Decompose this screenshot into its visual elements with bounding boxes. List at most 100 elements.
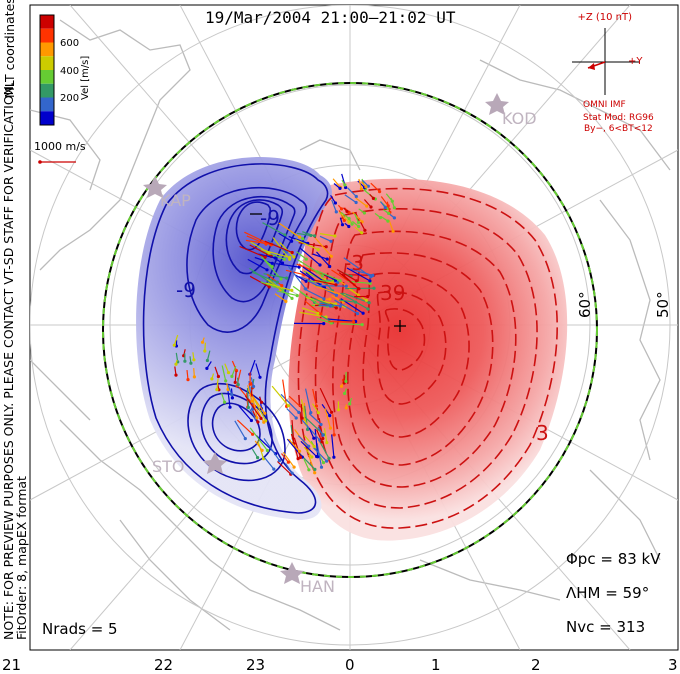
velocity-vector bbox=[216, 378, 219, 390]
station-label-group: KOD KAP STO HAN bbox=[152, 109, 537, 596]
velocity-vector bbox=[280, 393, 300, 413]
velocity-vector-origin bbox=[347, 217, 351, 221]
velocity-vector bbox=[247, 385, 253, 402]
velocity-vector-origin bbox=[272, 467, 276, 471]
velocity-vector-origin bbox=[203, 349, 207, 353]
velocity-vector-origin bbox=[290, 471, 294, 475]
velocity-vector-origin bbox=[263, 411, 267, 415]
velocity-vector-origin bbox=[321, 436, 325, 441]
velocity-vector bbox=[234, 371, 237, 383]
velocity-vectors bbox=[172, 173, 396, 476]
velocity-vector-origin bbox=[172, 343, 176, 347]
velocity-vector-origin bbox=[319, 465, 324, 469]
velocity-vector bbox=[319, 387, 333, 413]
velocity-vector-origin bbox=[290, 296, 294, 300]
velocity-vector bbox=[266, 273, 283, 287]
velocity-vector bbox=[285, 463, 293, 474]
velocity-vector bbox=[340, 211, 350, 220]
velocity-vector-origin bbox=[298, 449, 302, 453]
velocity-vector bbox=[231, 360, 238, 371]
velocity-vector bbox=[249, 408, 257, 419]
velocity-vector bbox=[301, 419, 321, 441]
velocity-vector bbox=[338, 211, 350, 223]
velocity-vector-origin bbox=[230, 374, 234, 378]
velocity-vector-origin bbox=[262, 420, 266, 424]
velocity-vector-origin bbox=[298, 235, 302, 239]
velocity-vector-origin bbox=[304, 279, 308, 283]
stat-model-label: Stat Mod: RG96 bbox=[583, 113, 654, 123]
velocity-vector bbox=[311, 403, 320, 414]
velocity-vector bbox=[254, 440, 263, 451]
velocity-vector bbox=[340, 323, 363, 326]
velocity-vector-origin bbox=[363, 228, 367, 232]
velocity-vector-origin bbox=[255, 416, 259, 420]
velocity-vector-origin bbox=[270, 261, 274, 265]
velocity-vector-origin bbox=[263, 255, 267, 259]
stat-phi-pc-label: Φpc bbox=[566, 550, 596, 568]
velocity-vector-origin bbox=[286, 460, 290, 464]
velocity-vector-origin bbox=[316, 311, 320, 315]
velocity-vector-origin bbox=[192, 375, 196, 379]
velocity-vector-origin bbox=[283, 233, 287, 237]
velocity-vector-origin bbox=[392, 216, 396, 220]
velocity-vector bbox=[249, 267, 275, 287]
velocity-vector-origin bbox=[273, 256, 277, 260]
velocity-vector-origin bbox=[368, 281, 372, 285]
velocity-vector-origin bbox=[343, 183, 347, 187]
velocity-vector-origin bbox=[329, 239, 333, 243]
velocity-vector-origin bbox=[328, 264, 332, 269]
velocity-vector bbox=[331, 434, 335, 458]
velocity-vector bbox=[278, 232, 292, 242]
velocity-vector-origin bbox=[294, 416, 298, 420]
velocity-vector-origin bbox=[292, 465, 296, 469]
velocity-vector bbox=[303, 288, 325, 300]
velocity-vector bbox=[370, 182, 381, 193]
velocity-vector bbox=[271, 385, 289, 407]
velocity-vector-origin bbox=[275, 280, 279, 284]
velocity-vector bbox=[246, 387, 249, 408]
velocity-vector-origin bbox=[284, 299, 288, 303]
velocity-vector-origin bbox=[290, 250, 294, 255]
mlt-label-2: 2 bbox=[531, 656, 541, 674]
velocity-vector-origin bbox=[230, 396, 234, 400]
velocity-vector-origin bbox=[285, 276, 289, 280]
velocity-vector bbox=[286, 407, 297, 419]
velocity-vector-origin bbox=[318, 263, 322, 267]
velocity-vector bbox=[249, 244, 272, 257]
velocity-vector-origin bbox=[332, 433, 336, 437]
velocity-vector bbox=[300, 399, 307, 425]
colorbar-tick-600: 600 bbox=[60, 38, 80, 49]
velocity-vector-origin bbox=[310, 455, 314, 459]
velocity-vector-origin bbox=[226, 387, 230, 392]
velocity-vector bbox=[332, 414, 335, 435]
stat-n-rads-label: Nrads bbox=[42, 620, 86, 638]
velocity-vector-origin bbox=[174, 362, 178, 366]
stat-lambda-hm-value: = 59° bbox=[605, 584, 650, 602]
velocity-vector-origin bbox=[334, 210, 338, 214]
velocity-vector bbox=[312, 253, 328, 260]
colorbar bbox=[39, 14, 55, 126]
velocity-vector-origin bbox=[301, 237, 305, 241]
velocity-vector-origin bbox=[292, 255, 296, 259]
imf-dial bbox=[572, 28, 640, 95]
velocity-vector-origin bbox=[313, 471, 317, 475]
velocity-vector-origin bbox=[256, 420, 260, 424]
velocity-vector-origin bbox=[295, 294, 299, 298]
stat-n-vc-label: Nvc bbox=[566, 618, 595, 636]
velocity-vector-origin bbox=[391, 229, 395, 233]
station-marker-sto bbox=[203, 452, 227, 474]
contour-label-pos-upper: -3 bbox=[344, 251, 364, 275]
velocity-vector-origin bbox=[259, 416, 263, 420]
velocity-vector-origin bbox=[344, 379, 348, 383]
velocity-vector-origin bbox=[246, 405, 250, 410]
velocity-vector-origin bbox=[322, 297, 326, 301]
velocity-vector-origin bbox=[328, 297, 332, 301]
velocity-vector bbox=[173, 334, 179, 346]
negative-potential-cell bbox=[136, 157, 332, 520]
velocity-vector-origin bbox=[251, 432, 255, 436]
station-label-han: HAN bbox=[300, 577, 335, 596]
velocity-scale-arrow bbox=[38, 160, 76, 164]
velocity-vector-origin bbox=[386, 219, 390, 223]
colorbar-tick-200: 200 bbox=[60, 93, 80, 104]
velocity-scale-label: 1000 m/s bbox=[34, 140, 86, 153]
